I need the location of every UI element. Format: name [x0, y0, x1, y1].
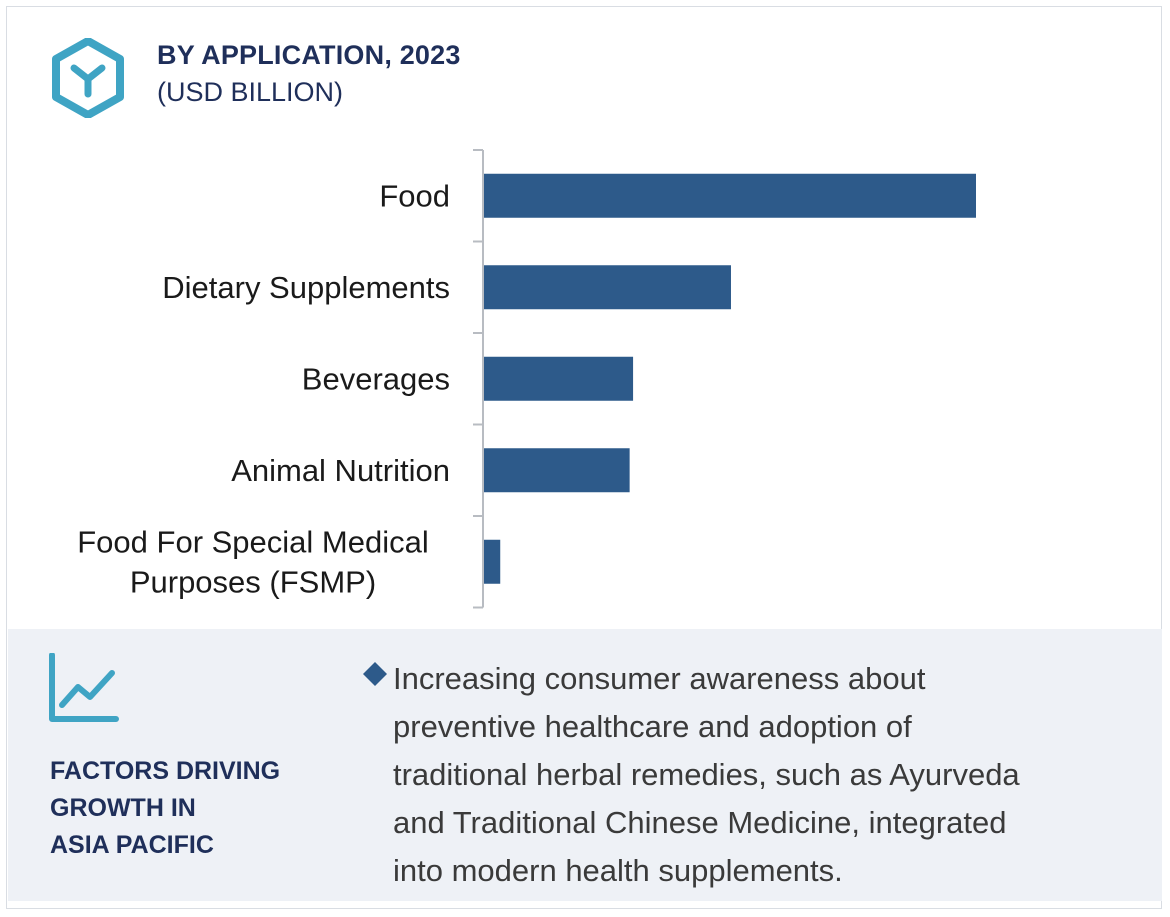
bullet-line: Increasing consumer awareness about	[393, 661, 926, 696]
bar	[484, 356, 634, 401]
bullet-line: and Traditional Chinese Medicine, integr…	[393, 805, 1007, 840]
diamond-bullet-icon	[363, 662, 387, 686]
factors-heading-line: ASIA PACIFIC	[50, 831, 214, 859]
chart-title: BY APPLICATION, 2023	[157, 40, 461, 70]
category-label: Food	[379, 178, 450, 213]
factor-bullet-text: Increasing consumer awareness about prev…	[393, 655, 1130, 895]
bullet-line: preventive healthcare and adoption of	[393, 709, 912, 744]
bar-chart: Food Dietary Supplements Beverages Animal N…	[77, 149, 976, 609]
bullet-line: traditional herbal remedies, such as Ayu…	[393, 757, 1020, 792]
category-label: Animal Nutrition	[231, 453, 450, 488]
category-label: Dietary Supplements	[162, 270, 450, 305]
factors-heading: FACTORS DRIVING GROWTH IN ASIA PACIFIC	[50, 753, 330, 864]
line-chart-icon	[49, 653, 119, 722]
factors-panel: FACTORS DRIVING GROWTH IN ASIA PACIFIC I…	[8, 629, 1162, 901]
bullet-line: into modern health supplements.	[393, 853, 843, 888]
category-label: Purposes (FSMP)	[130, 564, 376, 599]
hexagon-y-logo-icon	[52, 38, 124, 118]
bar	[484, 539, 501, 584]
factors-heading-line: FACTORS DRIVING	[50, 757, 281, 785]
factor-bullet: Increasing consumer awareness about prev…	[360, 655, 1130, 895]
category-label: Food For Special Medical	[77, 524, 429, 559]
bar	[484, 265, 731, 310]
chart-subtitle: (USD BILLION)	[157, 77, 344, 107]
bar	[484, 448, 630, 493]
bar	[484, 173, 976, 218]
factors-heading-line: GROWTH IN	[50, 794, 196, 822]
category-label: Beverages	[302, 361, 450, 396]
